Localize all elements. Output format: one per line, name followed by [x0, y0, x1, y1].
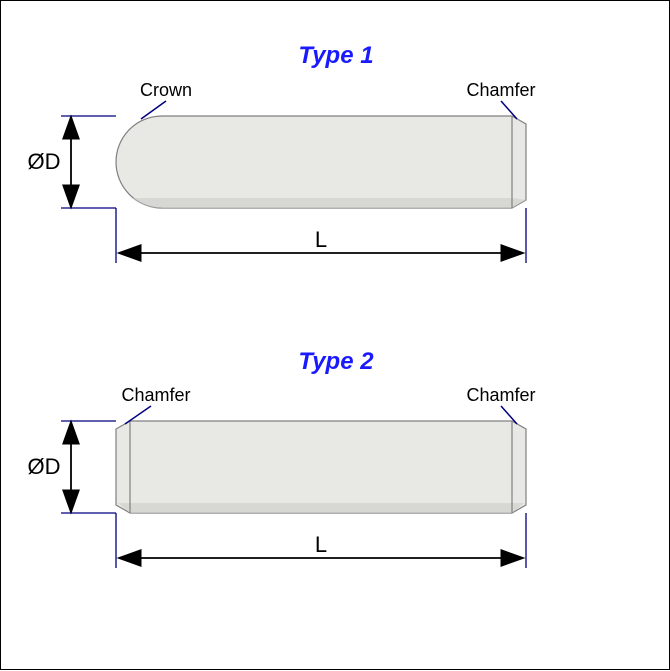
type1-title: Type 1	[298, 42, 373, 69]
type2-length-label: L	[315, 532, 327, 557]
type2-pin	[116, 421, 526, 513]
diagram-container: Type 1 Crown Chamfer ØD L Type 2	[0, 0, 670, 670]
diagram-svg: Type 1 Crown Chamfer ØD L Type 2	[1, 1, 670, 671]
type1-length-dim: L	[116, 208, 526, 263]
type2-title: Type 2	[298, 348, 374, 375]
type2-left-label: Chamfer	[121, 385, 190, 405]
type2-right-label: Chamfer	[466, 385, 535, 405]
type2-length-dim: L	[116, 513, 526, 568]
type2-diameter-dim: ØD	[28, 421, 117, 513]
type1-pin	[116, 116, 526, 208]
type2-diameter-label: ØD	[28, 454, 61, 479]
type1-diameter-label: ØD	[28, 149, 61, 174]
type1-right-label: Chamfer	[466, 80, 535, 100]
type1-length-label: L	[315, 227, 327, 252]
type1-left-label: Crown	[140, 80, 192, 100]
type1-diameter-dim: ØD	[28, 116, 117, 208]
